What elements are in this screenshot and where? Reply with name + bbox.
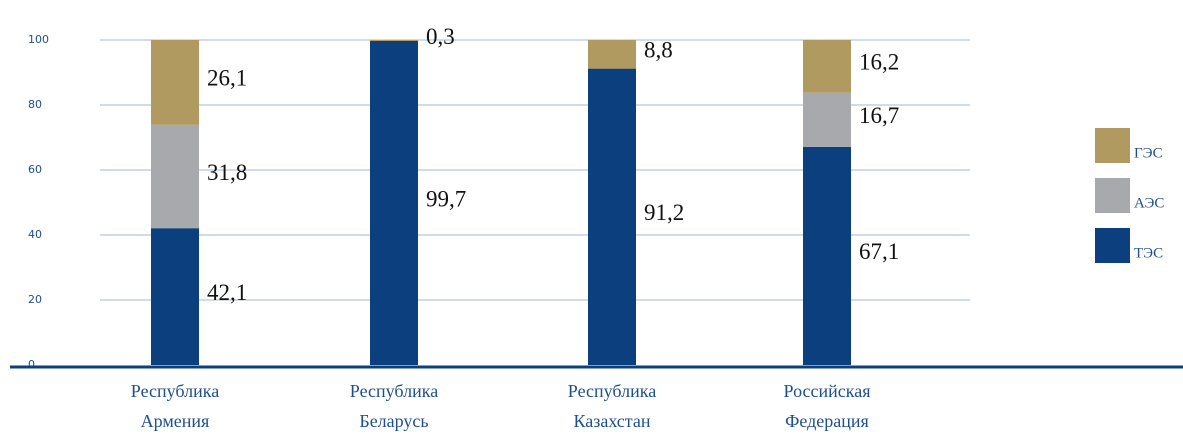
x-tick-label: Республика Армения [130, 381, 220, 431]
bar-segment [370, 40, 418, 365]
y-tick-label: 20 [28, 293, 42, 306]
x-tick-label: Российская Федерация [783, 381, 871, 431]
value-label: 42,1 [207, 280, 247, 305]
y-tick-label: 80 [28, 98, 42, 111]
bar-segment [151, 228, 199, 365]
value-label: 8,8 [644, 38, 673, 63]
legend-swatch [1095, 228, 1130, 263]
value-label: 99,7 [426, 186, 466, 211]
value-label: 67,1 [859, 239, 899, 264]
bar-segment [803, 40, 851, 93]
value-label: 16,2 [859, 50, 899, 75]
legend-label: АЭС [1134, 195, 1164, 211]
x-tick-label: Республика Беларусь [349, 381, 439, 431]
legend-swatch [1095, 178, 1130, 213]
bar-segment [370, 40, 418, 41]
y-tick-label: 100 [28, 33, 49, 46]
value-label: 31,8 [207, 160, 247, 185]
y-tick-label: 40 [28, 228, 42, 241]
value-label: 0,3 [426, 24, 455, 49]
legend-swatch [1095, 128, 1130, 163]
value-label: 26,1 [207, 66, 247, 91]
bar-segment [151, 40, 199, 125]
value-label: 16,7 [859, 103, 899, 128]
y-tick-label: 60 [28, 163, 42, 176]
legend-label: ТЭС [1134, 245, 1163, 261]
bar-segment [803, 146, 851, 365]
value-label: 91,2 [644, 200, 684, 225]
legend-label: ГЭС [1134, 145, 1163, 161]
bar-segment [588, 68, 636, 365]
bar-segment [803, 92, 851, 147]
x-tick-label: Республика Казахстан [567, 381, 657, 431]
bar-segment [151, 124, 199, 229]
bar-segment [588, 40, 636, 69]
y-tick-label: 0 [28, 358, 35, 371]
